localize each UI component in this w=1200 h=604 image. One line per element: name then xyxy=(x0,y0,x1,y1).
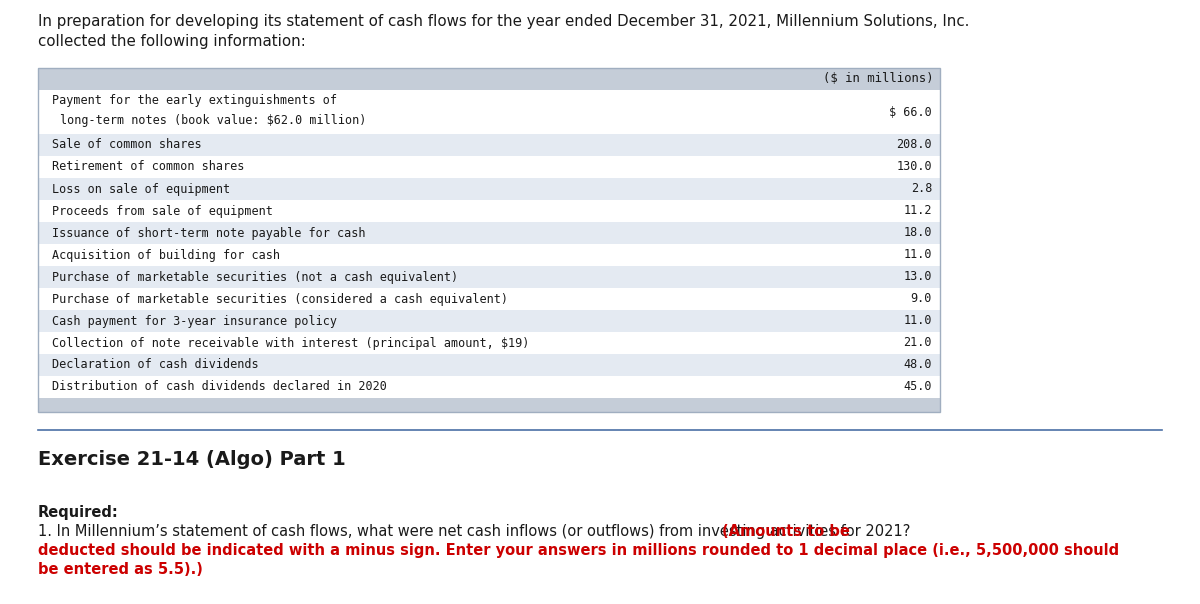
Text: 208.0: 208.0 xyxy=(896,138,932,152)
Bar xyxy=(38,376,940,398)
Text: Collection of note receivable with interest (principal amount, $19): Collection of note receivable with inter… xyxy=(52,336,529,350)
Text: Required:: Required: xyxy=(38,505,119,520)
Text: Payment for the early extinguishments of: Payment for the early extinguishments of xyxy=(52,94,337,107)
Bar xyxy=(38,332,940,354)
Text: long-term notes (book value: $62.0 million): long-term notes (book value: $62.0 milli… xyxy=(60,114,366,127)
Text: collected the following information:: collected the following information: xyxy=(38,34,306,49)
Text: 48.0: 48.0 xyxy=(904,359,932,371)
Text: Issuance of short-term note payable for cash: Issuance of short-term note payable for … xyxy=(52,226,366,240)
Bar xyxy=(38,288,940,310)
Bar xyxy=(38,68,940,90)
Text: 13.0: 13.0 xyxy=(904,271,932,283)
Bar xyxy=(38,266,940,288)
Text: Proceeds from sale of equipment: Proceeds from sale of equipment xyxy=(52,205,272,217)
Text: Acquisition of building for cash: Acquisition of building for cash xyxy=(52,248,280,262)
Text: Declaration of cash dividends: Declaration of cash dividends xyxy=(52,359,259,371)
Bar xyxy=(38,178,940,200)
Bar xyxy=(38,398,940,412)
Text: (Amounts to be: (Amounts to be xyxy=(722,524,850,539)
Text: Purchase of marketable securities (not a cash equivalent): Purchase of marketable securities (not a… xyxy=(52,271,458,283)
Text: ($ in millions): ($ in millions) xyxy=(823,72,934,86)
Text: 1. In Millennium’s statement of cash flows, what were net cash inflows (or outfl: 1. In Millennium’s statement of cash flo… xyxy=(38,524,916,539)
Text: Retirement of common shares: Retirement of common shares xyxy=(52,161,245,173)
Text: 21.0: 21.0 xyxy=(904,336,932,350)
Text: deducted should be indicated with a minus sign. Enter your answers in millions r: deducted should be indicated with a minu… xyxy=(38,543,1120,558)
Text: be entered as 5.5).): be entered as 5.5).) xyxy=(38,562,203,577)
Bar xyxy=(38,134,940,156)
Text: In preparation for developing its statement of cash flows for the year ended Dec: In preparation for developing its statem… xyxy=(38,14,970,29)
Bar xyxy=(38,200,940,222)
Text: 11.0: 11.0 xyxy=(904,315,932,327)
Text: Sale of common shares: Sale of common shares xyxy=(52,138,202,152)
Text: 45.0: 45.0 xyxy=(904,381,932,393)
Text: 11.0: 11.0 xyxy=(904,248,932,262)
Bar xyxy=(38,354,940,376)
Bar xyxy=(38,310,940,332)
Text: $ 66.0: $ 66.0 xyxy=(889,106,932,118)
Text: Purchase of marketable securities (considered a cash equivalent): Purchase of marketable securities (consi… xyxy=(52,292,508,306)
Bar xyxy=(38,68,940,412)
Text: 11.2: 11.2 xyxy=(904,205,932,217)
Bar xyxy=(38,222,940,244)
Text: 18.0: 18.0 xyxy=(904,226,932,240)
Text: Cash payment for 3-year insurance policy: Cash payment for 3-year insurance policy xyxy=(52,315,337,327)
Text: Exercise 21-14 (Algo) Part 1: Exercise 21-14 (Algo) Part 1 xyxy=(38,450,346,469)
Bar xyxy=(38,156,940,178)
Bar xyxy=(38,244,940,266)
Text: 130.0: 130.0 xyxy=(896,161,932,173)
Text: 2.8: 2.8 xyxy=(911,182,932,196)
Text: Loss on sale of equipment: Loss on sale of equipment xyxy=(52,182,230,196)
Text: 9.0: 9.0 xyxy=(911,292,932,306)
Bar xyxy=(38,90,940,134)
Text: Distribution of cash dividends declared in 2020: Distribution of cash dividends declared … xyxy=(52,381,386,393)
